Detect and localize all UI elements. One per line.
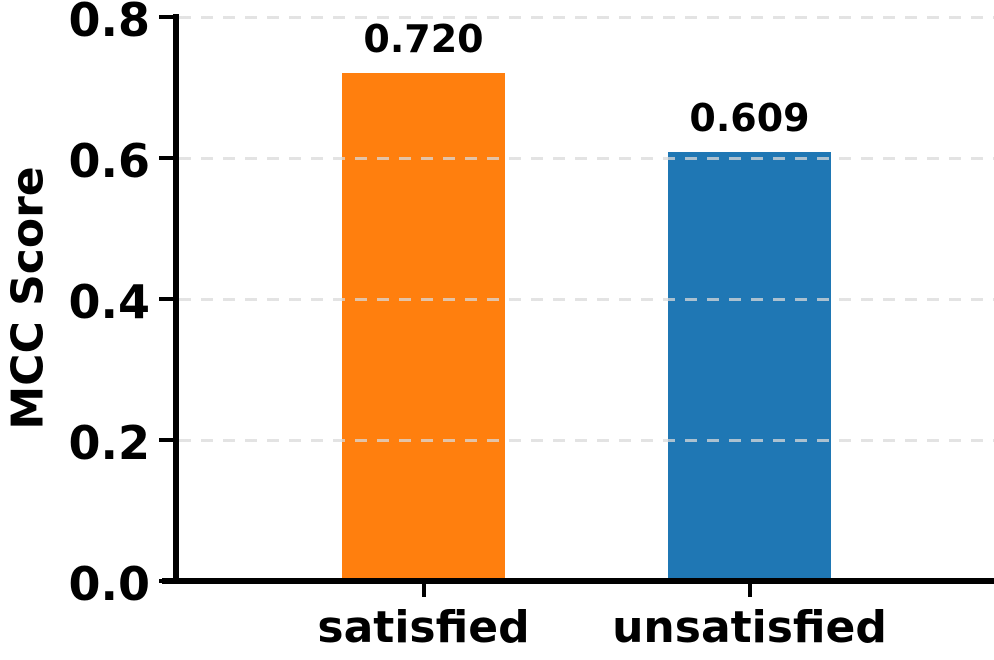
x-axis-tick <box>421 584 426 597</box>
bar-satisfied <box>342 73 505 583</box>
y-tick-label: 0.6 <box>68 134 151 188</box>
y-axis-tick <box>159 15 175 19</box>
x-tick-label: unsatisfied <box>612 602 887 653</box>
x-axis-tick <box>747 584 752 597</box>
y-axis-tick <box>159 297 175 301</box>
x-tick-label: satisfied <box>317 602 530 653</box>
y-tick-label: 0.0 <box>68 557 151 611</box>
gridline <box>179 15 994 19</box>
y-axis-tick <box>159 438 175 442</box>
gridline <box>179 156 994 160</box>
y-tick-label: 0.8 <box>68 0 151 47</box>
y-tick-label: 0.2 <box>68 416 151 470</box>
bar-unsatisfied <box>668 151 831 583</box>
y-axis-tick <box>159 579 175 583</box>
y-tick-label: 0.4 <box>68 275 151 329</box>
bar-value-label: 0.609 <box>689 95 810 140</box>
y-axis-spine <box>173 14 179 584</box>
y-axis-tick <box>159 156 175 160</box>
gridline <box>179 297 994 301</box>
bar-value-label: 0.720 <box>363 17 484 62</box>
x-axis-spine <box>162 578 994 584</box>
gridline <box>179 438 994 442</box>
